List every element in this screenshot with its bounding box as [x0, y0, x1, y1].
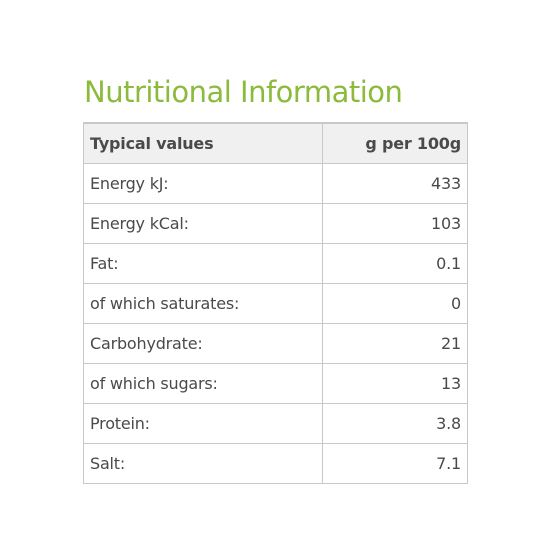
nutrient-label: of which saturates:	[83, 282, 323, 324]
nutrient-value: 3.8	[322, 402, 468, 444]
nutrient-label: Fat:	[83, 242, 323, 284]
nutrient-value: 0	[322, 282, 468, 324]
nutrient-value: 433	[322, 162, 468, 204]
table-row: Energy kCal: 103	[83, 202, 468, 244]
table-row: Salt: 7.1	[83, 442, 468, 484]
nutrient-label: Energy kJ:	[83, 162, 323, 204]
nutrient-label: of which sugars:	[83, 362, 323, 404]
column-header-typical-values: Typical values	[83, 122, 323, 164]
nutrient-label: Protein:	[83, 402, 323, 444]
nutrient-value: 7.1	[322, 442, 468, 484]
nutrition-table: Typical values g per 100g Energy kJ: 433…	[83, 122, 468, 484]
table-row: Energy kJ: 433	[83, 162, 468, 204]
page-title: Nutritional Information	[84, 75, 403, 109]
table-row: Carbohydrate: 21	[83, 322, 468, 364]
nutrient-value: 103	[322, 202, 468, 244]
table-row: of which sugars: 13	[83, 362, 468, 404]
table-header-row: Typical values g per 100g	[83, 122, 468, 164]
nutrient-value: 13	[322, 362, 468, 404]
nutrient-label: Carbohydrate:	[83, 322, 323, 364]
column-header-per-100g: g per 100g	[322, 122, 468, 164]
table-row: Fat: 0.1	[83, 242, 468, 284]
nutrient-value: 0.1	[322, 242, 468, 284]
nutrient-label: Energy kCal:	[83, 202, 323, 244]
table-row: Protein: 3.8	[83, 402, 468, 444]
table-row: of which saturates: 0	[83, 282, 468, 324]
nutrient-value: 21	[322, 322, 468, 364]
nutrient-label: Salt:	[83, 442, 323, 484]
